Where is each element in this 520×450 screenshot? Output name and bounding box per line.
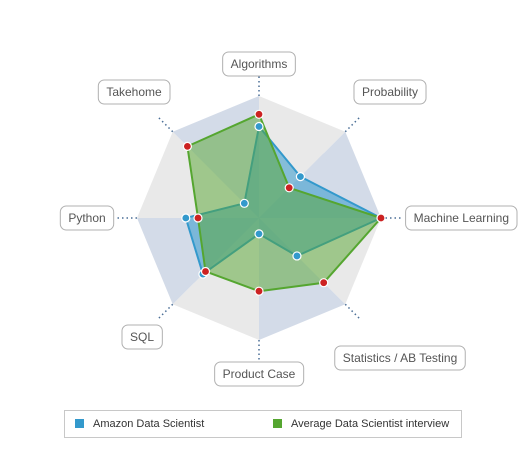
axis-label-text: Statistics / AB Testing [343, 351, 458, 365]
axis-label-text: Algorithms [231, 57, 288, 71]
point-amazon-data-scientist-algorithms[interactable] [254, 121, 264, 132]
axis-label-text: Python [68, 211, 105, 225]
axis-label-text: Machine Learning [414, 211, 509, 225]
axis-layer [115, 74, 403, 362]
legend: Amazon Data Scientist Average Data Scien… [64, 410, 462, 438]
legend-label-average: Average Data Scientist interview [291, 418, 450, 430]
point-amazon-data-scientist-python[interactable] [181, 213, 191, 223]
axis-label-box [121, 324, 163, 350]
axis-label-box [214, 361, 305, 387]
legend-item-amazon[interactable]: Amazon Data Scientist [75, 418, 204, 430]
axis-spoke-probability [344, 115, 362, 133]
axis-label-statistics-ab-testing: Statistics / AB Testing [334, 345, 466, 371]
legend-label-amazon: Amazon Data Scientist [93, 418, 205, 430]
axis-label-python: Python [59, 205, 115, 231]
point-average-data-scientist-interview-probability[interactable] [284, 183, 294, 193]
axis-spoke-statistics-ab-testing [344, 303, 362, 321]
point-amazon-data-scientist-product-case[interactable] [254, 229, 264, 239]
point-average-data-scientist-interview-algorithms[interactable] [254, 109, 264, 119]
legend-item-average[interactable]: Average Data Scientist interview [273, 418, 449, 430]
axis-label-algorithms: Algorithms [222, 51, 296, 77]
axis-label-machine-learning: Machine Learning [405, 205, 518, 231]
axis-label-product-case: Product Case [214, 361, 305, 387]
axis-label-takehome: Takehome [97, 79, 171, 105]
point-average-data-scientist-interview-product-case[interactable] [254, 286, 264, 296]
axis-label-layer: Algorithms Probability Machine Learning Sta… [59, 51, 518, 387]
axis-label-box [353, 79, 427, 105]
axis-label-box [405, 205, 518, 231]
axis-label-text: SQL [130, 330, 154, 344]
point-amazon-data-scientist-takehome[interactable] [239, 198, 249, 208]
legend-swatch-average [273, 418, 282, 428]
point-amazon-data-scientist-probability[interactable] [295, 171, 306, 182]
axis-label-text: Probability [362, 85, 418, 99]
axis-spoke-takehome [156, 115, 174, 133]
axis-label-box [59, 205, 115, 231]
axis-label-probability: Probability [353, 79, 427, 105]
axis-label-box [97, 79, 171, 105]
axis-label-box [222, 51, 296, 77]
point-amazon-data-scientist-statistics-ab-testing[interactable] [292, 251, 302, 261]
axis-label-sql: SQL [121, 324, 163, 350]
point-average-data-scientist-interview-takehome[interactable] [182, 141, 192, 151]
point-average-data-scientist-interview-machine-learning[interactable] [376, 213, 386, 223]
point-average-data-scientist-interview-statistics-ab-testing[interactable] [319, 278, 329, 288]
point-average-data-scientist-interview-python[interactable] [193, 213, 203, 223]
legend-swatch-amazon [75, 418, 84, 428]
point-average-data-scientist-interview-sql[interactable] [200, 266, 211, 277]
point-layer [181, 109, 386, 296]
axis-label-text: Takehome [106, 85, 162, 99]
axis-label-text: Product Case [223, 367, 296, 381]
axis-label-box [334, 345, 466, 371]
axis-spoke-sql [156, 303, 174, 321]
